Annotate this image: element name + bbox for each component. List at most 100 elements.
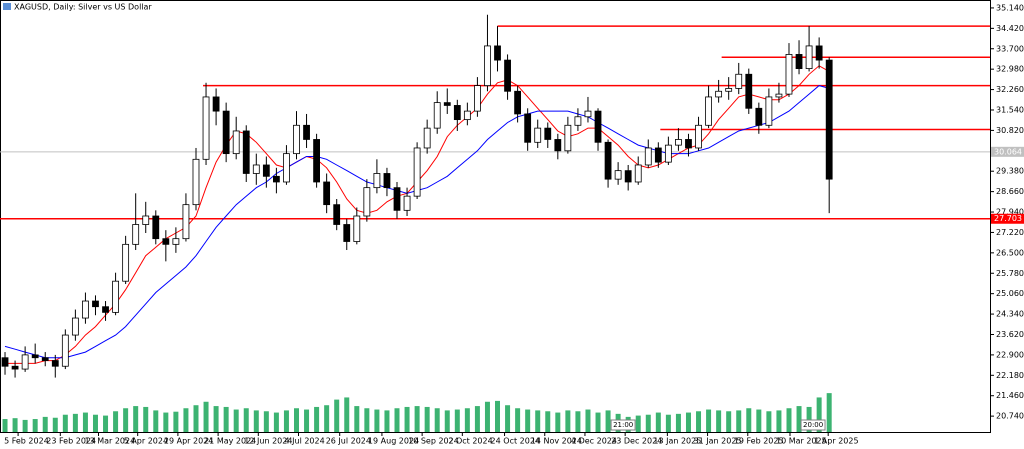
y-tick-label: 22.180: [996, 371, 1024, 380]
candle-body: [232, 130, 240, 155]
candle-body: [11, 365, 19, 370]
candle-body: [805, 45, 813, 69]
y-tick-label: 25.780: [996, 269, 1024, 278]
x-tick-label: 19 Aug 2024: [368, 437, 419, 446]
session-mark: [800, 419, 826, 431]
price-tag: [991, 146, 1024, 157]
y-tick-label: 33.700: [996, 44, 1024, 53]
x-tick-label: 12 Jun 2024: [244, 437, 292, 446]
y-tick-label: 21.460: [996, 391, 1024, 400]
candle-body: [484, 45, 491, 87]
candle-body: [313, 139, 320, 183]
x-tick-label: 5 Feb 2024: [4, 437, 49, 446]
candle-body: [644, 147, 652, 166]
candle-body: [624, 170, 632, 183]
candle-body: [775, 93, 783, 98]
candle-body: [403, 195, 411, 211]
candle-body: [363, 187, 371, 217]
x-tick-label: 5 Apr 2024: [124, 437, 168, 446]
y-tick-label: 27.940: [996, 208, 1024, 217]
candle-body: [31, 354, 39, 359]
candle-body: [162, 238, 170, 245]
candle-body: [92, 300, 99, 308]
candle-body: [745, 73, 753, 109]
price-tag: [991, 213, 1024, 224]
candle-body: [614, 170, 622, 180]
y-tick-label: 31.540: [996, 105, 1024, 114]
x-tick-label: 21 May 2024: [204, 437, 256, 446]
x-tick-label: 24 Oct 2024: [491, 437, 540, 446]
y-tick-label: 35.140: [996, 3, 1024, 12]
candle-body: [755, 107, 763, 126]
candle-body: [514, 90, 522, 115]
session-mark-label: 21:00: [613, 421, 633, 429]
candle-body: [463, 110, 471, 121]
candle-body: [353, 215, 361, 242]
y-tick-label: 27.220: [996, 228, 1024, 237]
candle-body: [554, 139, 562, 152]
candle-body: [705, 96, 712, 126]
y-tick-label: 32.980: [996, 65, 1024, 74]
candle-body: [634, 164, 642, 183]
x-tick-label: 26 Jul 2024: [326, 437, 371, 446]
chart-title: XAGUSD, Daily: Silver vs US Dollar: [14, 3, 152, 12]
y-tick-label: 20.740: [996, 412, 1024, 421]
candle-body: [584, 110, 592, 118]
candle-body: [71, 317, 79, 336]
candle-body: [785, 54, 793, 95]
candle-body: [373, 173, 381, 189]
title-icon: [3, 3, 11, 10]
candle-body: [443, 102, 451, 106]
candle-body: [82, 300, 89, 319]
candle-body: [323, 181, 331, 206]
candle-body: [715, 90, 723, 98]
candle-body: [675, 139, 682, 146]
candle-body: [41, 357, 49, 361]
candle-body: [272, 175, 280, 183]
candle-body: [685, 139, 692, 149]
candle-body: [262, 164, 270, 177]
candle-body: [725, 88, 733, 92]
candle-body: [142, 215, 150, 225]
candle-body: [303, 124, 310, 140]
x-tick-label: 13 Mar 2024: [84, 437, 135, 446]
candle-body: [222, 110, 230, 155]
candle-body: [544, 127, 552, 140]
y-tick-label: 23.620: [996, 330, 1024, 339]
candle-body: [604, 141, 612, 180]
price-tag-label: 30.064: [994, 147, 1022, 156]
candle-body: [192, 158, 200, 206]
y-tick-label: 28.660: [996, 187, 1024, 196]
candle-body: [132, 224, 140, 245]
candle-body: [735, 73, 743, 89]
y-tick-label: 22.900: [996, 350, 1024, 359]
x-tick-label: 1 Apr 2025: [814, 437, 858, 446]
candle-body: [21, 354, 29, 370]
session-mark-label: 20:00: [803, 421, 823, 429]
candle-body: [343, 224, 351, 242]
y-tick-label: 30.820: [996, 126, 1024, 135]
candle-body: [102, 306, 109, 313]
candle-body: [423, 127, 431, 149]
y-tick-label: 34.420: [996, 24, 1024, 33]
y-tick-label: 29.380: [996, 167, 1024, 176]
candle-body: [51, 360, 59, 367]
candle-body: [534, 127, 542, 143]
plot-frame: [0, 0, 991, 433]
candle-body: [504, 59, 511, 92]
candle-body: [383, 173, 391, 189]
candle-body: [122, 243, 130, 282]
candle-body: [202, 96, 210, 160]
y-tick-label: 25.060: [996, 289, 1024, 298]
candle-body: [695, 124, 702, 149]
candle-body: [212, 96, 220, 112]
x-tick-label: 23 Feb 2024: [46, 437, 96, 446]
candle-body: [524, 113, 532, 143]
candle-body: [815, 45, 823, 61]
candle-body: [453, 105, 461, 121]
candle-body: [182, 204, 190, 240]
candle-body: [825, 59, 833, 180]
candle-body: [433, 102, 441, 129]
price-tag-label: 27.703: [994, 214, 1022, 223]
